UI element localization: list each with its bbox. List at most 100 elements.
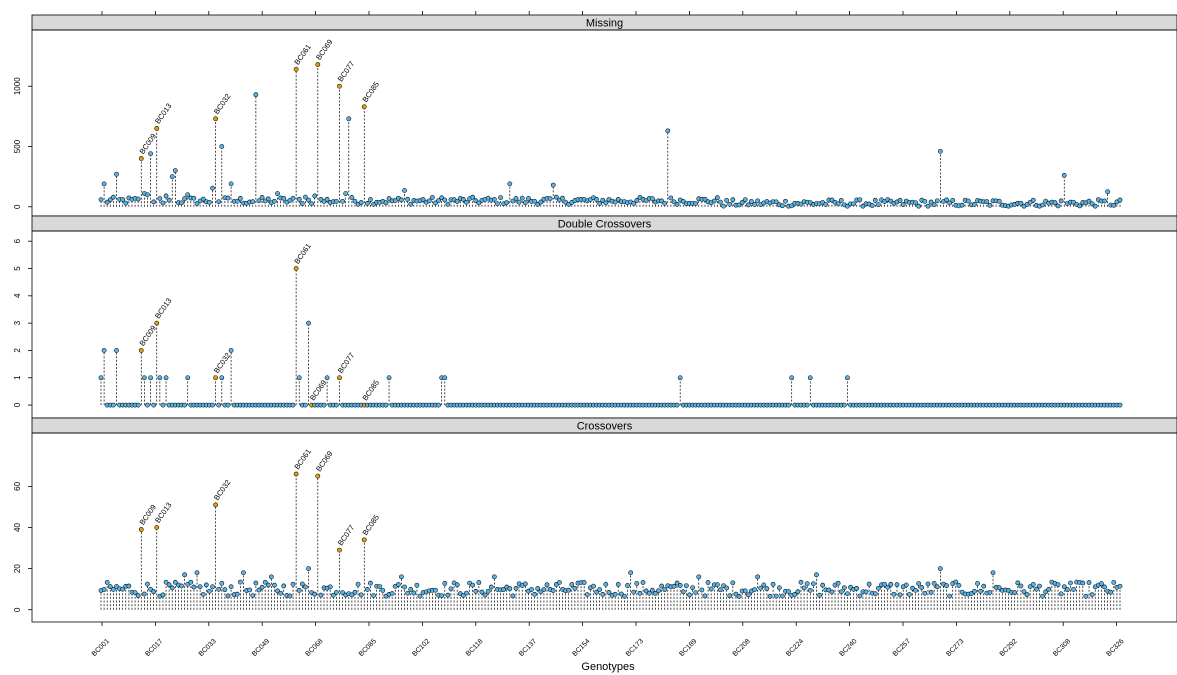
y-tick-label: 1 — [13, 375, 22, 380]
data-point — [1089, 201, 1095, 207]
data-point — [253, 92, 259, 98]
data-point — [160, 200, 166, 206]
data-point — [814, 572, 819, 578]
data-point — [851, 201, 857, 207]
data-point — [866, 581, 872, 587]
data-point — [820, 582, 826, 588]
data-point — [755, 198, 760, 204]
data-point — [312, 591, 318, 597]
x-tick-label: BC273 — [945, 638, 965, 658]
data-point — [188, 579, 194, 585]
data-point — [275, 588, 280, 594]
x-tick-label: BC137 — [518, 638, 538, 658]
data-point — [919, 585, 925, 590]
data-point — [622, 593, 627, 599]
data-point — [597, 587, 603, 593]
data-point — [107, 197, 113, 203]
data-point — [402, 584, 407, 590]
x-tick-label: BC102 — [411, 638, 431, 658]
data-point — [219, 144, 225, 149]
data-point — [730, 580, 736, 586]
data-point — [773, 593, 779, 599]
data-point — [436, 402, 441, 408]
data-point — [1030, 582, 1036, 587]
data-point — [897, 197, 903, 203]
x-tick-label: BC173 — [625, 638, 645, 658]
data-point — [163, 193, 169, 199]
data-point — [674, 201, 680, 207]
data-point — [981, 583, 987, 589]
data-point — [228, 181, 234, 187]
data-point — [334, 402, 339, 408]
data-point — [191, 195, 197, 201]
highlight-point — [154, 525, 160, 530]
data-point — [306, 566, 311, 571]
highlight-point — [138, 527, 144, 532]
data-point — [349, 592, 355, 598]
data-point — [513, 196, 519, 201]
data-point — [272, 198, 277, 204]
data-point — [163, 579, 169, 585]
data-point — [234, 591, 240, 597]
point-label: BC009 — [138, 503, 159, 527]
data-point — [653, 591, 658, 596]
y-tick-label: 500 — [13, 139, 22, 153]
data-point — [1061, 584, 1067, 590]
data-point — [677, 375, 683, 381]
data-point — [928, 589, 934, 595]
data-point — [454, 199, 460, 204]
data-point — [157, 375, 163, 381]
data-point — [547, 196, 553, 201]
data-point — [290, 195, 296, 201]
data-point — [628, 570, 634, 576]
point-label: BC069 — [308, 378, 329, 402]
data-point — [903, 582, 909, 588]
y-tick-label: 40 — [13, 523, 22, 532]
data-point — [210, 402, 215, 408]
data-point — [358, 200, 364, 205]
data-point — [169, 174, 175, 180]
data-point — [922, 199, 928, 204]
data-point — [780, 203, 785, 209]
data-point — [907, 592, 912, 597]
data-point — [786, 589, 791, 594]
data-point — [321, 402, 327, 408]
point-label: BC069 — [314, 449, 335, 473]
data-point — [634, 581, 640, 586]
data-point — [1089, 592, 1095, 597]
data-point — [386, 196, 392, 201]
data-point — [259, 194, 265, 200]
data-point — [714, 195, 720, 201]
data-point — [600, 592, 606, 597]
data-point — [151, 589, 157, 595]
data-point — [309, 201, 314, 207]
data-point — [807, 587, 813, 593]
data-point — [420, 197, 426, 202]
data-point — [795, 589, 801, 595]
data-point — [405, 590, 411, 596]
data-point — [1024, 592, 1030, 598]
data-point — [931, 202, 937, 208]
data-point — [194, 201, 200, 206]
x-tick-label: BC068 — [304, 638, 324, 658]
data-point — [346, 116, 352, 122]
data-point — [426, 198, 432, 204]
data-point — [1077, 203, 1083, 209]
data-point — [111, 402, 116, 408]
data-point — [200, 592, 206, 597]
highlight-point — [361, 104, 367, 110]
strip-title: Missing — [586, 18, 623, 30]
highlight-point — [293, 471, 299, 477]
data-point — [937, 566, 943, 571]
data-point — [207, 199, 212, 205]
data-point — [618, 591, 624, 597]
data-point — [724, 585, 730, 591]
data-point — [148, 586, 153, 592]
data-point — [182, 402, 188, 408]
data-point — [334, 589, 339, 595]
data-point — [166, 197, 172, 203]
data-point — [160, 402, 166, 408]
point-label: BC085 — [361, 513, 382, 537]
data-point — [872, 591, 878, 597]
data-point — [693, 201, 699, 206]
